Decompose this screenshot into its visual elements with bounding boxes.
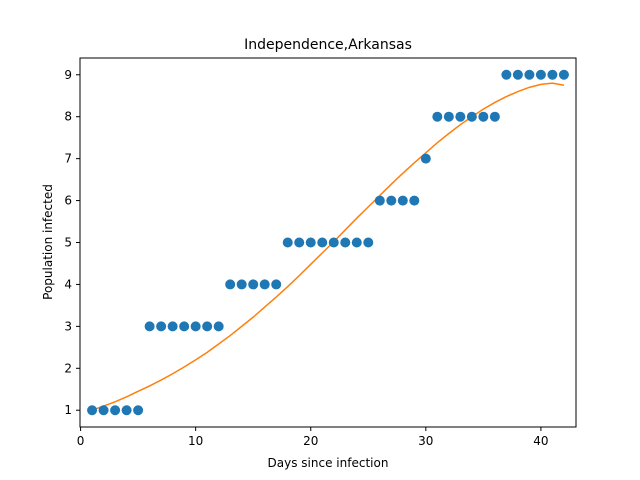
y-tick-label: 2: [64, 361, 72, 375]
scatter-point: [501, 69, 512, 80]
x-tick-label: 20: [303, 434, 318, 448]
scatter-point: [328, 237, 339, 248]
y-tick-label: 1: [64, 403, 72, 417]
x-axis: 0 10 20 30 40: [77, 427, 549, 448]
scatter-point: [317, 237, 328, 248]
y-tick-label: 5: [64, 236, 72, 250]
chart-title: Independence,Arkansas: [244, 37, 412, 53]
scatter-point: [363, 237, 374, 248]
scatter-point: [524, 69, 535, 80]
y-tick-label: 8: [64, 110, 72, 124]
scatter-point: [547, 69, 558, 80]
scatter-point: [351, 237, 362, 248]
scatter-point: [271, 279, 282, 290]
scatter-point: [282, 237, 293, 248]
scatter-point: [535, 69, 546, 80]
scatter-point: [121, 405, 132, 416]
scatter-point: [213, 321, 224, 332]
scatter-point: [466, 111, 477, 122]
fit-line: [91, 82, 565, 411]
scatter-point: [259, 279, 270, 290]
x-tick-label: 30: [418, 434, 433, 448]
scatter-point: [397, 195, 408, 206]
plot-area: [87, 69, 569, 416]
scatter-point: [179, 321, 190, 332]
y-tick-label: 4: [64, 277, 72, 291]
x-tick-label: 40: [533, 434, 548, 448]
scatter-point: [305, 237, 316, 248]
scatter-point: [558, 69, 569, 80]
scatter-point: [443, 111, 454, 122]
scatter-point: [133, 405, 144, 416]
y-tick-label: 3: [64, 319, 72, 333]
scatter-point: [87, 405, 98, 416]
scatter-point: [190, 321, 201, 332]
scatter-point: [294, 237, 305, 248]
scatter-point: [202, 321, 213, 332]
scatter-point: [110, 405, 121, 416]
x-tick-label: 10: [188, 434, 203, 448]
scatter-point: [420, 153, 431, 164]
y-axis-label: Population infected: [41, 184, 55, 300]
scatter-point: [248, 279, 259, 290]
x-tick-label: 0: [77, 434, 85, 448]
scatter-point: [409, 195, 420, 206]
scatter-point: [512, 69, 523, 80]
scatter-point: [156, 321, 167, 332]
y-tick-label: 9: [64, 68, 72, 82]
scatter-point: [225, 279, 236, 290]
scatter-point: [374, 195, 385, 206]
scatter-point: [386, 195, 397, 206]
y-axis: 1 2 3 4 5 6 7 8 9: [64, 68, 80, 417]
scatter-point: [144, 321, 155, 332]
scatter-point: [489, 111, 500, 122]
scatter-point: [340, 237, 351, 248]
scatter-point: [98, 405, 109, 416]
x-axis-label: Days since infection: [268, 456, 389, 470]
scatter-point: [236, 279, 247, 290]
axes-frame: [79, 57, 577, 428]
scatter-point: [455, 111, 466, 122]
scatter-point: [167, 321, 178, 332]
y-tick-label: 7: [64, 152, 72, 166]
scatter-point: [478, 111, 489, 122]
y-tick-label: 6: [64, 194, 72, 208]
scatter-point: [432, 111, 443, 122]
